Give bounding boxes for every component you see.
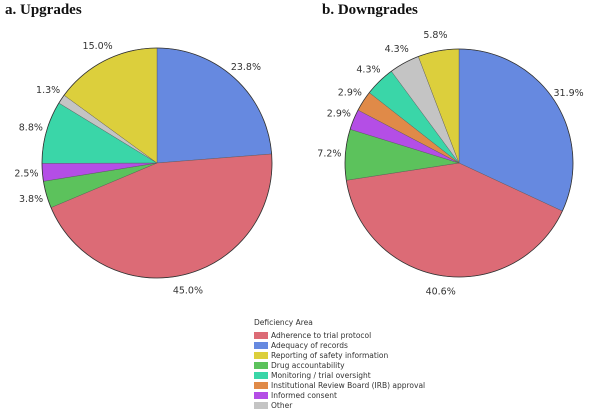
slice-label: 2.9% — [327, 108, 351, 119]
legend-swatch — [254, 381, 268, 389]
legend-swatch — [254, 331, 268, 339]
legend-label: Other — [271, 400, 293, 410]
legend-item: Institutional Review Board (IRB) approva… — [254, 380, 425, 390]
legend-swatch — [254, 341, 268, 349]
slice-label: 45.0% — [173, 285, 203, 296]
legend-item: Monitoring / trial oversight — [254, 370, 425, 380]
legend-item: Informed consent — [254, 390, 425, 400]
slice-label: 1.3% — [36, 85, 60, 96]
slice-label: 2.5% — [14, 169, 38, 180]
slice-label: 7.2% — [317, 148, 341, 159]
slice-label: 4.3% — [385, 44, 409, 55]
legend-item: Reporting of safety information — [254, 350, 425, 360]
pie-charts: 23.8% 45.0% 3.8% 2.5% 8.8% 1.3% 15.0% 31.9% 40.6… — [14, 30, 584, 298]
legend-item: Drug accountability — [254, 360, 425, 370]
legend-label: Adherence to trial protocol — [271, 330, 372, 340]
slice-label: 15.0% — [83, 41, 113, 52]
slice-label: 31.9% — [554, 88, 584, 99]
legend-item: Adequacy of records — [254, 340, 425, 350]
pie-outline — [41, 47, 273, 279]
legend-swatch — [254, 401, 268, 409]
slice-label: 2.9% — [338, 87, 362, 98]
legend-label: Institutional Review Board (IRB) approva… — [271, 380, 426, 390]
legend-item: Other — [254, 400, 425, 410]
pie-outline — [344, 48, 574, 278]
chart-title-upgrades: a. Upgrades — [5, 2, 82, 18]
legend-swatch — [254, 361, 268, 369]
slice-label: 3.8% — [19, 194, 43, 205]
slice-label: 23.8% — [231, 62, 261, 73]
chart-title-downgrades: b. Downgrades — [322, 2, 418, 18]
slice-label: 8.8% — [19, 123, 43, 134]
slice-label: 40.6% — [426, 287, 456, 298]
legend: Deficiency Area Adherence to trial proto… — [254, 318, 425, 410]
legend-label: Drug accountability — [271, 360, 345, 370]
legend-label: Adequacy of records — [271, 340, 348, 350]
legend-swatch — [254, 371, 268, 379]
slice-label: 4.3% — [356, 65, 380, 76]
legend-item: Adherence to trial protocol — [254, 330, 425, 340]
legend-label: Monitoring / trial oversight — [271, 370, 371, 380]
slice-label: 5.8% — [423, 30, 447, 41]
legend-label: Reporting of safety information — [271, 350, 389, 360]
legend-swatch — [254, 351, 268, 359]
legend-label: Informed consent — [271, 390, 337, 400]
legend-swatch — [254, 391, 268, 399]
legend-title: Deficiency Area — [254, 318, 313, 327]
